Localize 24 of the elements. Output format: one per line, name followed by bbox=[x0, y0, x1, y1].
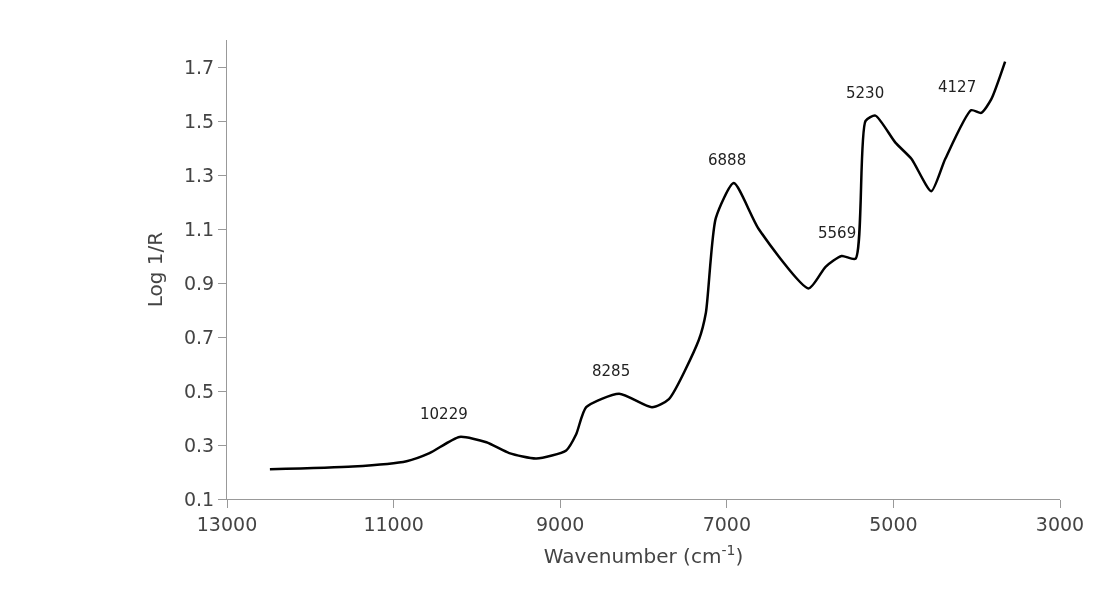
y-tick-label: 0.5 bbox=[183, 379, 215, 402]
y-tick-label: 1.3 bbox=[183, 163, 215, 186]
y-tick-label: 1.5 bbox=[183, 109, 215, 132]
annotation: 8285 bbox=[592, 362, 631, 380]
annotation: 5569 bbox=[818, 224, 857, 242]
line-series bbox=[268, 60, 1007, 471]
x-tick-label: 5000 bbox=[869, 512, 918, 535]
y-tick-label: 0.9 bbox=[183, 271, 215, 294]
y-axis-title: Log 1/R bbox=[143, 231, 168, 308]
y-tick-label: 0.7 bbox=[183, 325, 215, 348]
annotation: 10229 bbox=[420, 405, 468, 423]
y-tick-label: 1.1 bbox=[183, 217, 215, 240]
y-tick-label: 1.7 bbox=[183, 55, 215, 78]
x-tick-label: 11000 bbox=[363, 512, 424, 535]
x-tick-label: 3000 bbox=[1035, 512, 1085, 535]
y-tick-label: 0.3 bbox=[183, 433, 215, 456]
annotation: 6888 bbox=[708, 151, 747, 169]
x-tick-label: 7000 bbox=[702, 512, 751, 535]
y-tick-label: 0.1 bbox=[183, 487, 215, 510]
annotation: 4127 bbox=[938, 78, 977, 96]
x-tick-label: 9000 bbox=[536, 512, 585, 535]
x-tick-label: 13000 bbox=[196, 512, 258, 535]
x-axis-title: Wavenumber (cm$^{-1}$) bbox=[543, 541, 744, 569]
annotation: 5230 bbox=[846, 84, 885, 102]
